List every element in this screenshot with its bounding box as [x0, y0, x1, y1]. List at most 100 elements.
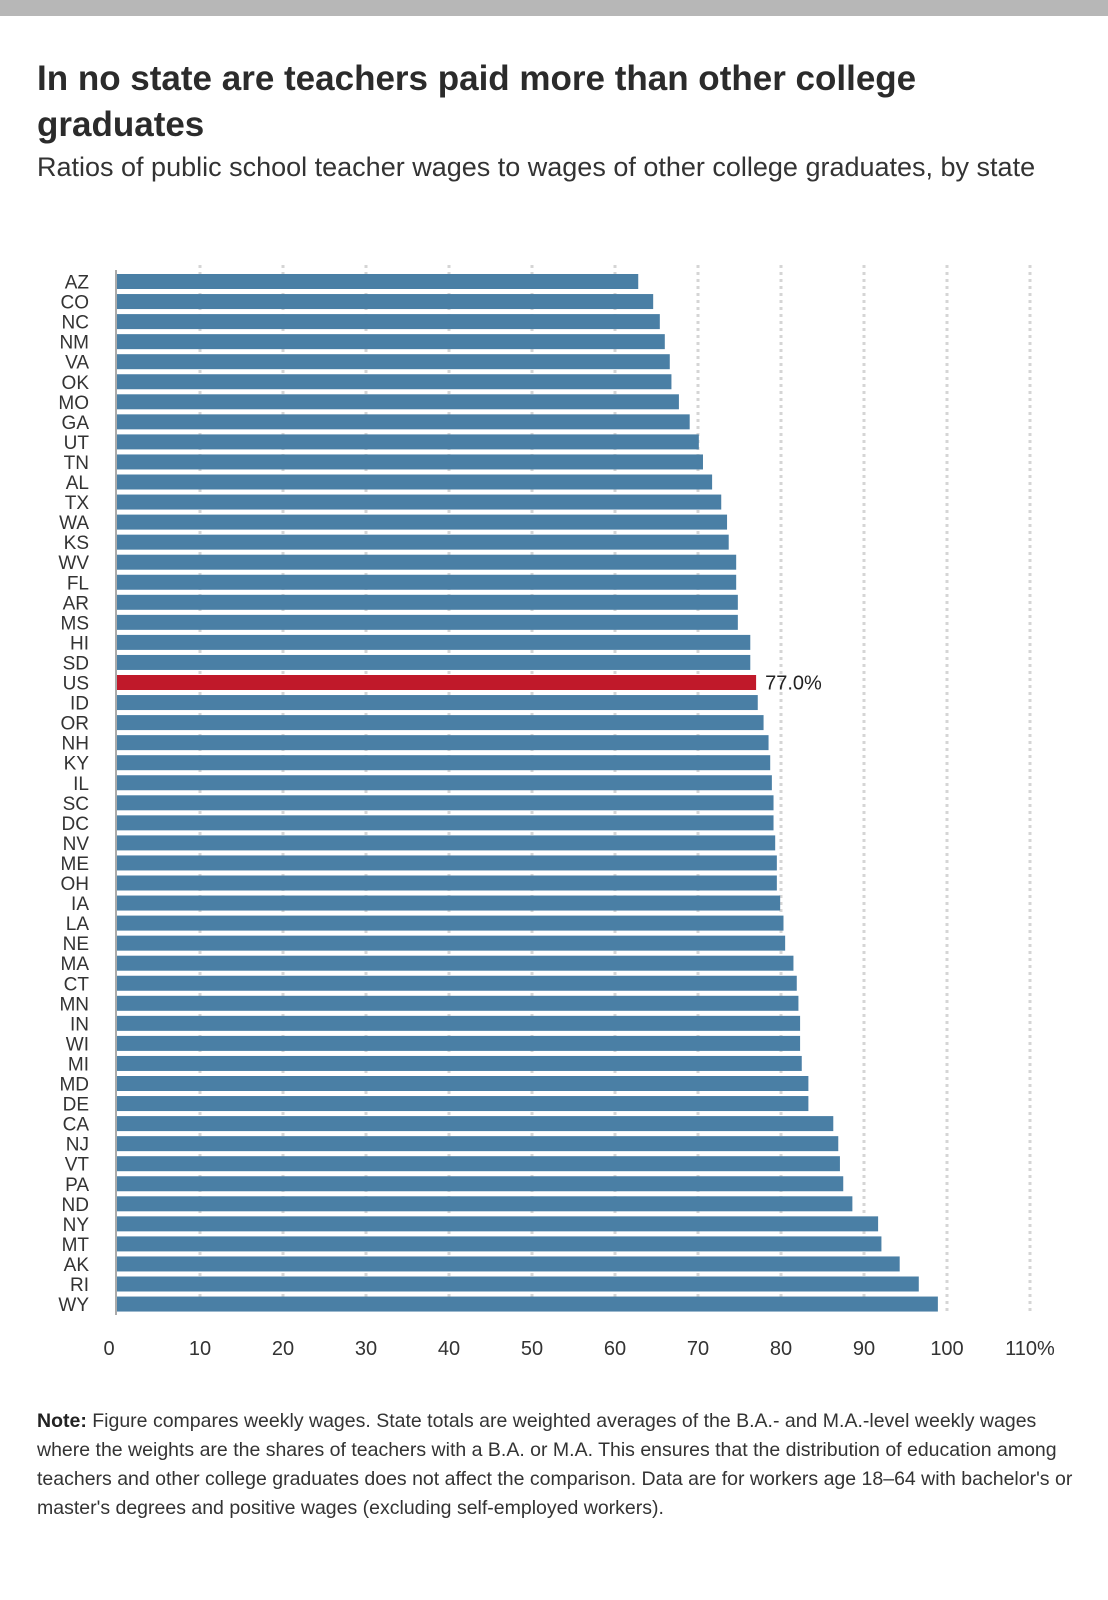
bar-ma: [117, 955, 794, 971]
category-label-sc: SC: [63, 794, 89, 815]
bar-ct: [117, 975, 797, 991]
bar-ia: [117, 895, 781, 911]
category-label-ms: MS: [61, 613, 90, 634]
bar-nd: [117, 1196, 853, 1212]
category-label-ct: CT: [64, 974, 90, 995]
bar-va: [117, 354, 670, 370]
category-label-ma: MA: [61, 954, 90, 975]
bar-fl: [117, 574, 737, 590]
category-label-il: IL: [73, 774, 89, 795]
category-label-mt: MT: [62, 1235, 90, 1256]
bar-al: [117, 474, 713, 490]
category-label-us: US: [63, 674, 89, 695]
x-tick-label-0: 0: [103, 1338, 114, 1360]
category-label-ok: OK: [62, 373, 90, 394]
category-label-mo: MO: [58, 393, 89, 414]
category-label-or: OR: [61, 714, 90, 735]
x-tick-label-30: 30: [355, 1338, 377, 1360]
bar-vt: [117, 1156, 840, 1172]
bar-id: [117, 695, 758, 711]
category-label-pa: PA: [65, 1175, 89, 1196]
bar-nv: [117, 835, 776, 851]
category-label-nj: NJ: [66, 1135, 89, 1156]
x-tick-label-60: 60: [604, 1338, 626, 1360]
bar-sd: [117, 654, 751, 670]
category-label-co: CO: [61, 293, 90, 314]
category-label-sd: SD: [63, 653, 89, 674]
category-label-oh: OH: [61, 874, 90, 895]
bar-tx: [117, 494, 722, 510]
bars: [117, 274, 938, 1312]
bar-ny: [117, 1216, 879, 1232]
category-label-nv: NV: [63, 834, 90, 855]
category-label-ne: NE: [63, 934, 89, 955]
bar-ky: [117, 755, 771, 771]
bar-mi: [117, 1055, 802, 1071]
category-label-mn: MN: [59, 994, 89, 1015]
bar-ok: [117, 374, 672, 390]
category-label-in: IN: [70, 1014, 89, 1035]
bar-chart: AZCONCNMVAOKMOGAUTTNALTXWAKSWVFLARMSHISD…: [58, 265, 1055, 1360]
bar-ga: [117, 414, 690, 430]
top-bar: [0, 0, 1108, 16]
bar-nc: [117, 314, 660, 330]
category-label-id: ID: [70, 694, 89, 715]
bar-ar: [117, 594, 738, 610]
category-label-ut: UT: [64, 433, 90, 454]
x-tick-label-100: 100: [930, 1338, 963, 1360]
x-tick-label-20: 20: [272, 1338, 294, 1360]
x-tick-label-70: 70: [687, 1338, 709, 1360]
category-label-ia: IA: [71, 894, 89, 915]
category-label-al: AL: [66, 473, 89, 494]
note-text: Figure compares weekly wages. State tota…: [37, 1410, 1073, 1519]
category-label-wi: WI: [66, 1034, 89, 1055]
category-label-nc: NC: [62, 313, 89, 334]
category-label-az: AZ: [65, 273, 90, 294]
bar-nj: [117, 1136, 839, 1152]
highlight-value-label: 77.0%: [765, 673, 822, 695]
bar-wa: [117, 514, 728, 530]
category-label-fl: FL: [67, 573, 89, 594]
bar-la: [117, 915, 784, 931]
bar-wy: [117, 1296, 938, 1312]
category-label-va: VA: [65, 353, 89, 374]
category-label-wv: WV: [58, 553, 89, 574]
category-label-ny: NY: [63, 1215, 90, 1236]
bar-ca: [117, 1116, 834, 1132]
bar-mn: [117, 995, 799, 1011]
x-tick-label-110: 110%: [1005, 1338, 1055, 1360]
category-label-nh: NH: [62, 734, 89, 755]
bar-wv: [117, 554, 737, 570]
category-label-tn: TN: [64, 453, 89, 474]
bar-md: [117, 1076, 809, 1091]
bar-tn: [117, 454, 703, 470]
category-label-ar: AR: [63, 593, 89, 614]
category-labels: AZCONCNMVAOKMOGAUTTNALTXWAKSWVFLARMSHISD…: [58, 273, 89, 1317]
x-tick-label-10: 10: [189, 1338, 211, 1360]
category-label-wy: WY: [58, 1295, 89, 1316]
bar-or: [117, 715, 764, 731]
bar-ut: [117, 434, 699, 450]
bar-mt: [117, 1236, 882, 1252]
x-tick-label-40: 40: [438, 1338, 460, 1360]
bar-de: [117, 1096, 809, 1112]
category-label-ak: AK: [64, 1255, 90, 1276]
category-label-ga: GA: [62, 413, 90, 434]
bar-us: [117, 675, 757, 690]
bar-dc: [117, 815, 774, 831]
bar-in: [117, 1015, 801, 1031]
category-label-nd: ND: [62, 1195, 89, 1216]
bar-oh: [117, 875, 777, 891]
bar-nh: [117, 735, 769, 751]
bar-ri: [117, 1276, 919, 1292]
bar-mo: [117, 394, 679, 410]
bar-hi: [117, 634, 751, 650]
category-label-vt: VT: [65, 1155, 90, 1176]
category-label-tx: TX: [65, 493, 90, 514]
category-label-ri: RI: [70, 1275, 89, 1296]
bar-ne: [117, 935, 786, 951]
note: Note: Figure compares weekly wages. Stat…: [37, 1407, 1077, 1523]
category-label-mi: MI: [68, 1054, 89, 1075]
category-label-ks: KS: [64, 533, 89, 554]
category-label-ca: CA: [63, 1115, 90, 1136]
